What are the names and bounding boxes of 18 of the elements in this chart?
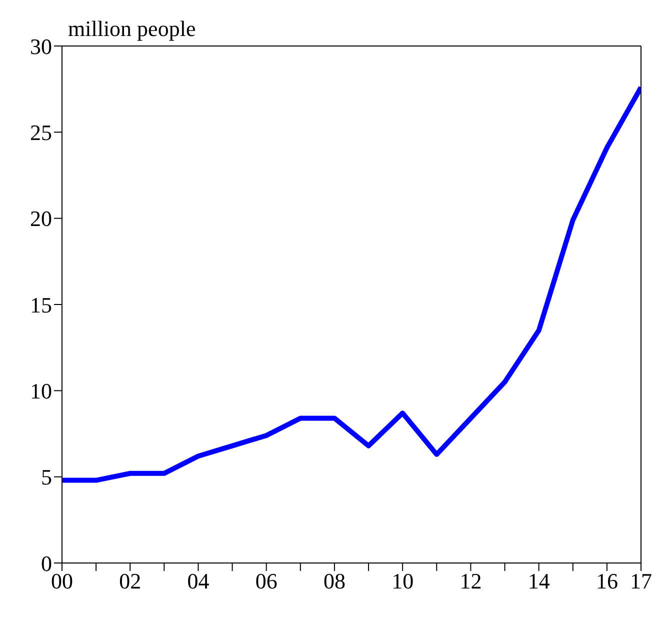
y-axis-title: million people (68, 16, 196, 42)
y-tick-label: 15 (30, 292, 52, 318)
x-tick-label: 16 (596, 568, 618, 594)
x-tick-label: 04 (187, 568, 210, 594)
x-tick-label: 14 (528, 568, 550, 594)
y-tick-label: 0 (41, 550, 52, 576)
x-tick-label: 10 (392, 568, 414, 594)
y-tick-label: 10 (30, 378, 52, 404)
x-tick-label: 12 (460, 568, 482, 594)
x-tick-label: 06 (255, 568, 278, 594)
x-tick-label: 17 (630, 568, 652, 594)
x-tick-label: 08 (323, 568, 346, 594)
y-tick-label: 5 (41, 464, 52, 490)
y-tick-label: 30 (30, 34, 52, 59)
x-tick-label: 00 (51, 568, 73, 594)
x-tick-label: 02 (119, 568, 142, 594)
y-tick-label: 20 (30, 206, 52, 232)
y-tick-label: 25 (30, 120, 52, 145)
